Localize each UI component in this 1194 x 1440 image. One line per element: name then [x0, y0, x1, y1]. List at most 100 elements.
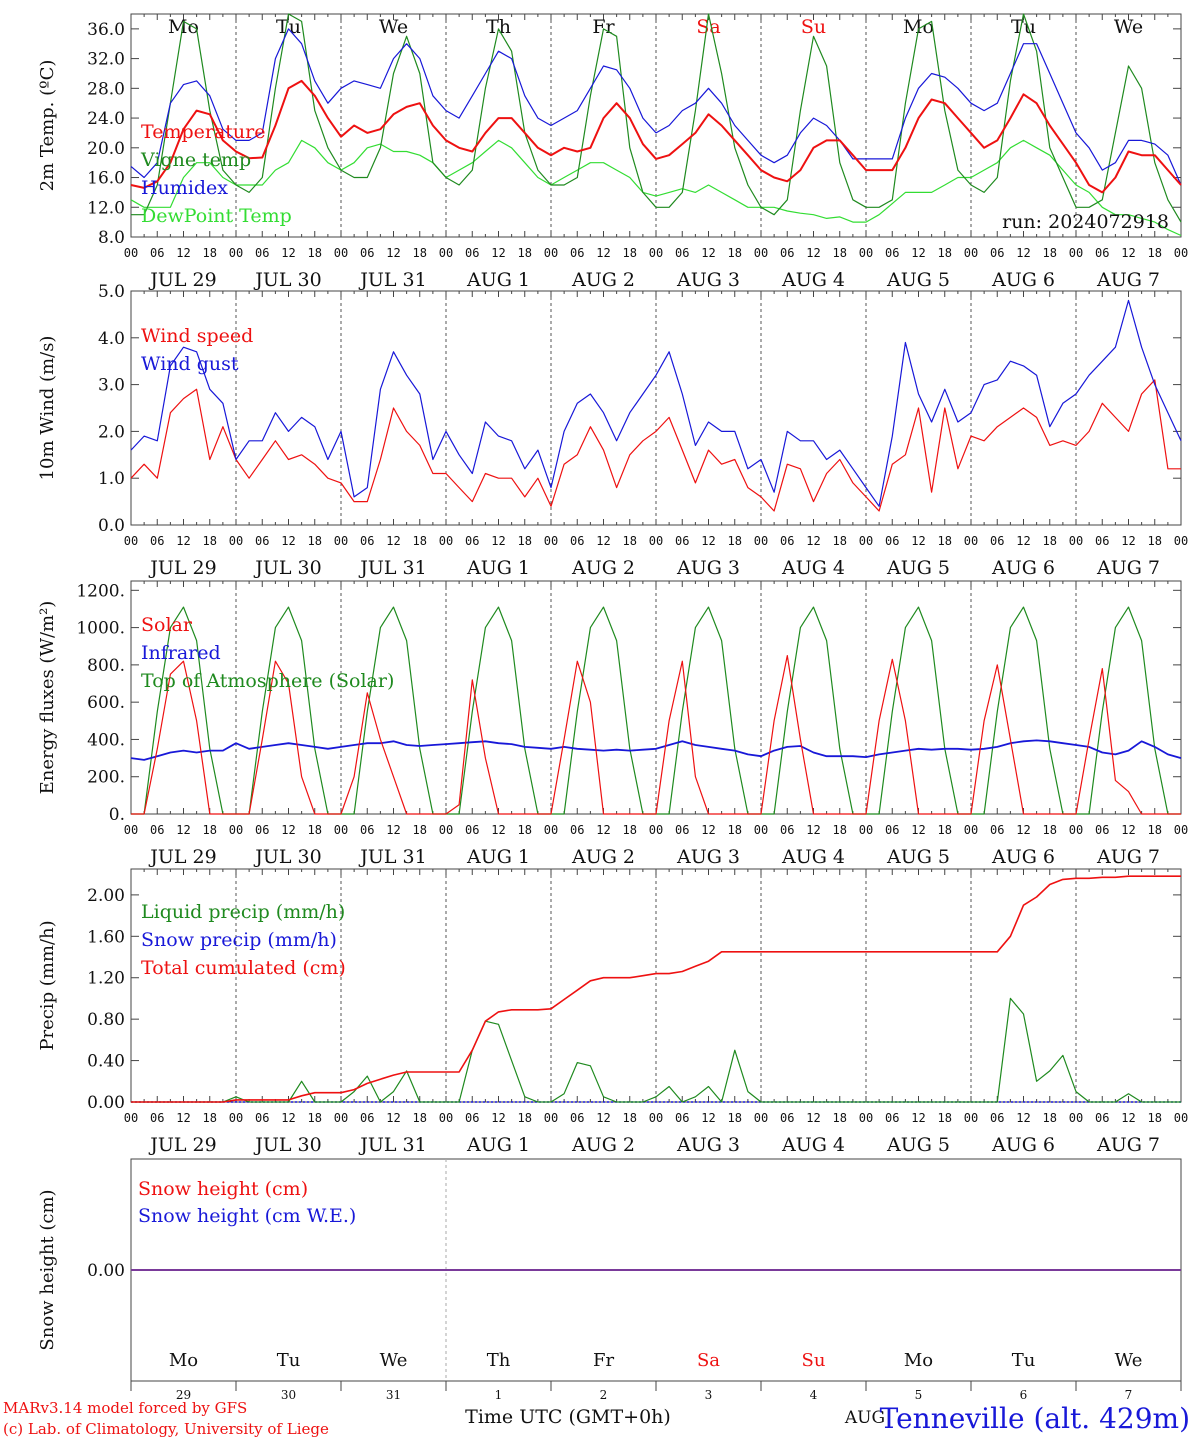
- day-number-label: 7: [1125, 1388, 1133, 1402]
- x-date-label: AUG 1: [466, 1134, 530, 1156]
- x-hour-label: 18: [308, 246, 322, 260]
- x-hour-label: 00: [859, 823, 873, 837]
- x-hour-label: 12: [596, 1111, 610, 1125]
- x-hour-label: 18: [833, 1111, 847, 1125]
- x-hour-label: 00: [124, 1111, 138, 1125]
- x-date-label: AUG 1: [466, 846, 530, 868]
- day-name-label: Th: [486, 16, 511, 38]
- x-hour-label: 06: [885, 534, 899, 548]
- day-number-label: 29: [176, 1388, 191, 1402]
- legend-entry: Liquid precip (mm/h): [141, 901, 345, 923]
- day-name-label: Tu: [1012, 1350, 1036, 1371]
- x-hour-label: 12: [491, 246, 505, 260]
- series-line-wind-speed: [130, 379, 1181, 512]
- series-line-humidex: [130, 28, 1182, 186]
- x-hour-label: 06: [360, 534, 374, 548]
- x-hour-label: 00: [124, 534, 138, 548]
- x-hour-label: 18: [1043, 246, 1057, 260]
- day-name-label: Mo: [169, 1350, 198, 1371]
- y-tick-label: 36.0: [87, 20, 125, 40]
- x-hour-label: 00: [1069, 1111, 1083, 1125]
- x-date-label: AUG 1: [466, 269, 530, 291]
- x-hour-label: 00: [439, 246, 453, 260]
- x-hour-label: 06: [150, 823, 164, 837]
- x-hour-label: 00: [1069, 534, 1083, 548]
- day-name-label: Tu: [1011, 16, 1036, 38]
- x-hour-label: 12: [911, 246, 925, 260]
- x-date-label: AUG 3: [676, 1134, 740, 1156]
- x-date-label: JUL 31: [358, 557, 426, 579]
- x-hour-label: 12: [701, 534, 715, 548]
- x-hour-label: 18: [1148, 246, 1162, 260]
- y-tick-label: 4.0: [98, 329, 125, 349]
- x-hour-label: 12: [176, 1111, 190, 1125]
- x-hour-label: 12: [386, 534, 400, 548]
- x-hour-label: 00: [649, 534, 663, 548]
- day-number-label: 6: [1020, 1388, 1028, 1402]
- x-hour-label: 18: [413, 246, 427, 260]
- x-hour-label: 18: [518, 1111, 532, 1125]
- x-hour-label: 12: [491, 823, 505, 837]
- x-hour-label: 18: [308, 534, 322, 548]
- x-date-label: AUG 6: [991, 269, 1055, 291]
- x-hour-label: 00: [1174, 823, 1188, 837]
- panel-precip: 0.00 0.40 0.80 1.20 1.60 2.00 Precip (mm/h) 00 0…: [37, 868, 1188, 1156]
- x-hour-label: 06: [990, 823, 1004, 837]
- day-number-label: 5: [915, 1388, 923, 1402]
- x-hour-label: 12: [176, 534, 190, 548]
- y-tick-label: 0.00: [87, 1261, 125, 1281]
- y-tick-label: 0.00: [87, 1093, 125, 1113]
- x-date-label: AUG 2: [571, 269, 635, 291]
- x-hour-label: 06: [1095, 246, 1109, 260]
- y-tick-label: 200.: [87, 768, 125, 788]
- x-hour-label: 06: [255, 534, 269, 548]
- x-hour-label: 18: [203, 1111, 217, 1125]
- day-name-label: Su: [801, 16, 826, 38]
- y-axis-label: Snow height (cm): [37, 1189, 58, 1350]
- x-hour-label: 12: [806, 246, 820, 260]
- x-hour-label: 06: [675, 246, 689, 260]
- x-hour-label: 12: [911, 1111, 925, 1125]
- x-hour-label: 18: [518, 823, 532, 837]
- y-tick-label: 600.: [87, 693, 125, 713]
- legend-entry: Humidex: [141, 177, 228, 199]
- series-line-liquid-precip-mm-h: [131, 997, 1181, 1103]
- x-hour-label: 00: [1174, 534, 1188, 548]
- panel-frame: [130, 13, 1182, 238]
- x-date-label: AUG 5: [886, 846, 950, 868]
- legend-entry: Temperature: [141, 121, 265, 143]
- x-date-label: AUG 2: [571, 846, 635, 868]
- x-hour-label: 12: [176, 246, 190, 260]
- x-hour-label: 06: [1095, 1111, 1109, 1125]
- day-name-label: Mo: [904, 1350, 933, 1371]
- x-hour-label: 00: [334, 246, 348, 260]
- day-name-label: Fr: [593, 1350, 614, 1371]
- x-date-label: AUG 5: [886, 269, 950, 291]
- x-hour-label: 12: [176, 823, 190, 837]
- x-hour-label: 12: [491, 1111, 505, 1125]
- x-date-label: AUG 2: [571, 1134, 635, 1156]
- x-hour-label: 00: [229, 823, 243, 837]
- y-tick-label: 1.20: [87, 969, 125, 989]
- legend-entry: Wind gust: [141, 353, 239, 375]
- legend-entry: Total cumulated (cm): [141, 957, 346, 979]
- day-name-label: Mo: [168, 16, 199, 38]
- x-hour-label: 18: [1148, 1111, 1162, 1125]
- x-hour-label: 00: [649, 1111, 663, 1125]
- x-date-label: AUG 7: [1096, 269, 1160, 291]
- y-tick-label: 0.80: [87, 1010, 125, 1030]
- x-hour-label: 00: [1069, 823, 1083, 837]
- x-hour-label: 06: [360, 246, 374, 260]
- month-label: AUG: [844, 1408, 885, 1428]
- legend-entry: Snow height (cm): [138, 1178, 308, 1200]
- x-date-label: AUG 1: [466, 557, 530, 579]
- x-date-label: JUL 31: [358, 846, 426, 868]
- x-hour-label: 12: [1121, 534, 1135, 548]
- series-line-infrared: [130, 739, 1182, 761]
- x-date-label: AUG 3: [676, 269, 740, 291]
- x-date-label: JUL 29: [148, 557, 216, 579]
- x-hour-label: 18: [1043, 823, 1057, 837]
- legend-entry: Snow height (cm W.E.): [138, 1205, 356, 1227]
- x-hour-label: 18: [623, 1111, 637, 1125]
- x-hour-label: 00: [544, 823, 558, 837]
